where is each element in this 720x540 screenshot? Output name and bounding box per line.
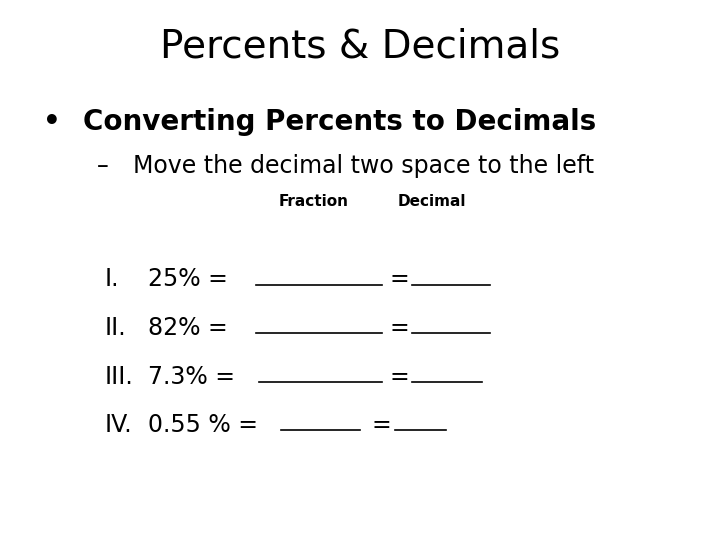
Text: Percents & Decimals: Percents & Decimals bbox=[160, 27, 560, 65]
Text: II.: II. bbox=[104, 316, 126, 340]
Text: 7.3% =: 7.3% = bbox=[148, 364, 242, 388]
Text: Converting Percents to Decimals: Converting Percents to Decimals bbox=[83, 108, 596, 136]
Text: 0.55 % =: 0.55 % = bbox=[148, 413, 265, 437]
Text: =: = bbox=[390, 316, 410, 340]
Text: –: – bbox=[97, 154, 109, 178]
Text: Move the decimal two space to the left: Move the decimal two space to the left bbox=[133, 154, 594, 178]
Text: =: = bbox=[390, 267, 410, 291]
Text: •: • bbox=[43, 108, 61, 136]
Text: III.: III. bbox=[104, 364, 133, 388]
Text: Fraction: Fraction bbox=[278, 194, 348, 210]
Text: =: = bbox=[390, 364, 410, 388]
Text: 82% =: 82% = bbox=[148, 316, 235, 340]
Text: 25% =: 25% = bbox=[148, 267, 235, 291]
Text: =: = bbox=[372, 413, 392, 437]
Text: Decimal: Decimal bbox=[397, 194, 467, 210]
Text: I.: I. bbox=[104, 267, 119, 291]
Text: IV.: IV. bbox=[104, 413, 132, 437]
